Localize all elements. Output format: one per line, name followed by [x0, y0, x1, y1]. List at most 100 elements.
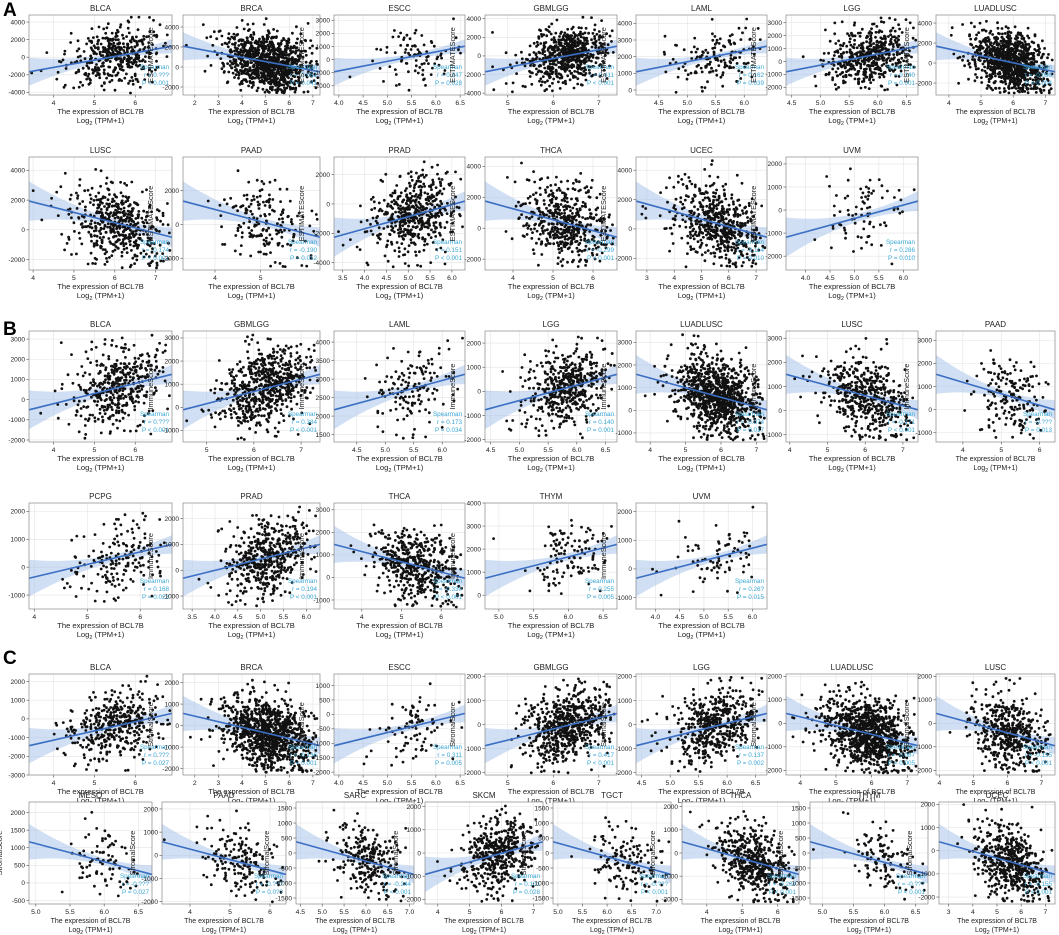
- scatter-point: [520, 50, 523, 54]
- scatter-point: [108, 193, 111, 196]
- scatter-point: [132, 61, 136, 65]
- scatter-point: [1021, 50, 1025, 54]
- scatter-point: [90, 186, 94, 190]
- scatter-point: [90, 48, 94, 51]
- scatter-point: [979, 52, 983, 55]
- scatter-point: [508, 63, 512, 67]
- scatter-point: [1049, 87, 1053, 90]
- scatter-point: [136, 28, 140, 32]
- scatter-point: [268, 204, 272, 208]
- scatter-point: [161, 214, 165, 218]
- scatter-point: [674, 90, 678, 94]
- scatter-point: [1021, 43, 1025, 47]
- scatter-point: [681, 65, 685, 69]
- scatter-point: [986, 84, 990, 87]
- scatter-point: [429, 73, 433, 76]
- scatter-point: [573, 70, 577, 73]
- scatter-point: [206, 199, 210, 203]
- scatter-point: [582, 45, 586, 48]
- scatter-point: [693, 36, 697, 40]
- scatter-point: [86, 75, 90, 78]
- scatter-point: [88, 225, 92, 229]
- x-tick-label: 6: [113, 275, 117, 282]
- scatter-point: [128, 239, 132, 243]
- scatter-point: [403, 51, 407, 54]
- scatter-point: [542, 56, 545, 60]
- scatter-point: [576, 82, 580, 86]
- scatter-point: [555, 18, 559, 22]
- scatter-point: [243, 69, 247, 73]
- scatter-point: [722, 58, 726, 62]
- scatter-point: [385, 45, 389, 49]
- scatter-point: [514, 53, 518, 57]
- scatter-point: [140, 67, 144, 71]
- scatter-point: [977, 45, 980, 49]
- scatter-point: [883, 88, 887, 92]
- scatter-point: [539, 83, 543, 87]
- scatter-point: [127, 31, 131, 35]
- scatter-point: [393, 51, 397, 55]
- scatter-point: [72, 86, 76, 90]
- scatter-point: [101, 195, 105, 199]
- scatter-point: [129, 15, 133, 19]
- scatter-point: [65, 242, 69, 245]
- scatter-point: [209, 64, 213, 67]
- y-axis-label: ESTIMATEScore: [297, 27, 306, 83]
- scatter-point: [872, 61, 876, 65]
- scatter-point: [595, 56, 599, 60]
- scatter-point: [55, 77, 59, 81]
- scatter-point: [272, 71, 276, 74]
- scatter-point: [1007, 86, 1010, 89]
- scatter-point: [249, 202, 253, 206]
- scatter-point: [107, 237, 111, 240]
- scatter-point: [856, 77, 860, 81]
- scatter-point: [133, 74, 137, 78]
- scatter-point: [121, 211, 125, 215]
- scatter-point: [568, 78, 572, 82]
- scatter-point: [570, 64, 574, 68]
- x-axis-unit-label: Log2 (TPM+1): [228, 291, 276, 302]
- scatter-point: [287, 214, 290, 218]
- x-tick-label: 6.5: [455, 100, 465, 107]
- scatter-point: [397, 35, 400, 38]
- scatter-point: [711, 69, 715, 73]
- scatter-point: [897, 34, 901, 38]
- scatter-point: [611, 51, 615, 54]
- scatter-point: [1015, 34, 1018, 38]
- scatter-point: [103, 205, 106, 208]
- scatter-point: [862, 73, 865, 76]
- scatter-point: [96, 42, 99, 46]
- scatter-point: [978, 21, 982, 25]
- scatter-point: [841, 44, 845, 48]
- scatter-point: [991, 44, 994, 48]
- scatter-point: [975, 76, 979, 79]
- scatter-point: [868, 68, 872, 72]
- scatter-point: [570, 27, 574, 31]
- scatter-point: [262, 23, 266, 26]
- scatter-point: [240, 65, 244, 69]
- x-axis-unit-label: Log2 (TPM+1): [828, 116, 876, 127]
- scatter-point: [874, 30, 878, 34]
- scatter-point: [525, 57, 528, 61]
- scatter-point: [538, 79, 541, 83]
- panel-label-b: B: [3, 319, 17, 340]
- scatter-point: [719, 75, 723, 79]
- scatter-point: [576, 37, 580, 41]
- x-tick-label: 5.5: [844, 100, 854, 107]
- y-tick-label: 0: [175, 64, 179, 71]
- scatter-point: [102, 227, 106, 231]
- scatter-point: [155, 216, 159, 220]
- scatter-point: [86, 37, 90, 40]
- scatter-point: [538, 57, 542, 61]
- scatter-point: [148, 56, 151, 60]
- scatter-point: [1031, 54, 1035, 57]
- scatter-point: [272, 53, 276, 57]
- scatter-point: [223, 243, 227, 246]
- scatter-point: [692, 45, 696, 49]
- x-tick-label: 5.0: [683, 100, 693, 107]
- x-unit-sub: 2: [89, 121, 92, 127]
- scatter-point: [96, 206, 99, 210]
- scatter-point: [240, 38, 244, 42]
